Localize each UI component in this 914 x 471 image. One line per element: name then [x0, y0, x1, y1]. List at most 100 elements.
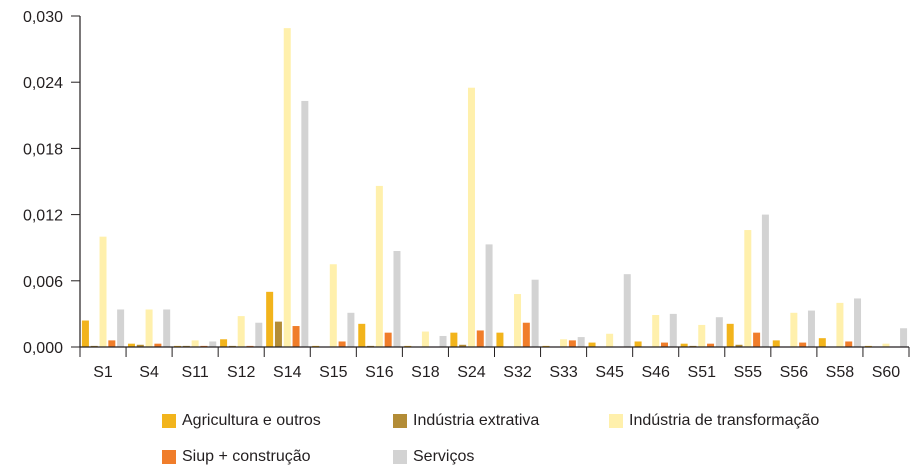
bar-s4-series-0 [127, 343, 135, 347]
x-tick-label: S46 [641, 364, 670, 381]
bar-s56-series-4 [807, 310, 815, 347]
bar-s56-series-0 [772, 340, 780, 347]
bar-s14-series-0 [266, 291, 274, 347]
bar-s32-series-4 [531, 279, 539, 347]
bar-s51-series-2 [698, 324, 706, 347]
legend-item-servicos: Serviços [393, 448, 474, 466]
legend-label: Siup + construção [182, 448, 311, 465]
bar-s46-series-0 [634, 341, 642, 347]
bar-s46-series-4 [669, 313, 677, 347]
x-tick-label: S18 [411, 364, 440, 381]
bar-s51-series-4 [715, 317, 723, 347]
bar-s56-series-2 [790, 312, 798, 347]
bar-s1-series-0 [81, 320, 89, 347]
bar-s33-series-2 [560, 339, 568, 347]
bar-s60-series-2 [882, 343, 890, 347]
x-tick-label: S45 [595, 364, 624, 381]
x-tick-label: S55 [734, 364, 763, 381]
legend-item-industria-extrativa: Indústria extrativa [393, 412, 539, 430]
legend-item-siup-construcao: Siup + construção [162, 448, 311, 466]
bar-s58-series-3 [845, 341, 853, 347]
bar-s15-series-2 [329, 264, 337, 347]
y-axis-ticks: 0,000 0,006 0,012 0,018 0,024 0,030 [23, 9, 80, 357]
x-tick-label: S1 [93, 364, 113, 381]
x-tick-label: S12 [227, 364, 256, 381]
bar-s1-series-4 [117, 309, 125, 347]
legend-label: Serviços [413, 448, 475, 465]
bar-s15-series-4 [347, 312, 355, 347]
bar-s55-series-3 [753, 332, 761, 347]
bar-s4-series-3 [154, 343, 162, 347]
bar-s56-series-3 [799, 342, 807, 347]
bar-s24-series-0 [450, 332, 458, 347]
x-tick-label: S24 [457, 364, 486, 381]
bar-s33-series-4 [577, 337, 585, 347]
bar-s32-series-2 [514, 294, 522, 347]
bar-s18-series-4 [439, 335, 447, 347]
bar-s14-series-1 [274, 321, 282, 347]
bar-s46-series-3 [660, 342, 668, 347]
bar-s4-series-4 [163, 309, 171, 347]
legend-label: Agricultura e outros [182, 412, 321, 429]
y-tick-label: 0,024 [23, 75, 63, 92]
bar-s18-series-2 [421, 331, 429, 347]
bar-s14-series-2 [283, 28, 291, 348]
x-tick-label: S33 [549, 364, 578, 381]
x-tick-label: S51 [688, 364, 717, 381]
bar-s1-series-3 [108, 340, 116, 347]
bar-s24-series-3 [476, 330, 484, 347]
bar-s51-series-0 [680, 343, 688, 347]
bar-s58-series-0 [818, 338, 826, 347]
y-tick-label: 0,030 [23, 9, 63, 26]
bar-s58-series-4 [854, 298, 862, 347]
legend-swatch [162, 450, 176, 464]
bar-s32-series-0 [496, 332, 504, 347]
bar-s16-series-2 [375, 185, 383, 347]
bar-s55-series-0 [726, 323, 734, 347]
x-axis-ticks: S1 S4 S11 S12 S14 S15 S16 S18 S24 S32 S33 S45 S46 S51… [79, 347, 910, 381]
bar-s24-series-2 [467, 87, 475, 347]
y-tick-label: 0,018 [23, 141, 63, 158]
bar-marks [81, 28, 908, 348]
legend-swatch [393, 414, 407, 428]
bar-s11-series-2 [191, 340, 199, 347]
bar-s1-series-2 [99, 236, 107, 347]
bar-s16-series-3 [384, 332, 392, 347]
axes [79, 16, 909, 348]
x-tick-label: S32 [503, 364, 532, 381]
bar-s51-series-3 [707, 343, 715, 347]
bar-s15-series-3 [338, 341, 346, 347]
bar-s45-series-4 [623, 274, 631, 347]
bar-s16-series-0 [358, 323, 366, 347]
bar-s12-series-0 [220, 339, 228, 347]
bar-s45-series-0 [588, 342, 596, 347]
y-tick-label: 0,000 [23, 340, 63, 357]
bar-s55-series-1 [735, 344, 743, 347]
legend-swatch [609, 414, 623, 428]
bar-s12-series-2 [237, 316, 245, 347]
legend-swatch [393, 450, 407, 464]
bar-s16-series-4 [393, 251, 401, 347]
bar-s60-series-4 [900, 328, 908, 347]
x-tick-label: S15 [319, 364, 348, 381]
bar-s55-series-4 [761, 214, 769, 347]
bar-s45-series-2 [606, 333, 614, 347]
bar-s32-series-3 [522, 322, 530, 347]
bar-s24-series-4 [485, 244, 493, 347]
legend-label: Indústria de transformação [629, 412, 820, 429]
bar-s14-series-3 [292, 326, 300, 347]
x-tick-label: S58 [826, 364, 855, 381]
legend-item-agricultura: Agricultura e outros [162, 412, 321, 430]
x-tick-label: S14 [273, 364, 302, 381]
bar-s4-series-2 [145, 309, 153, 347]
x-tick-label: S11 [181, 364, 208, 381]
y-tick-label: 0,012 [23, 208, 63, 225]
x-tick-label: S4 [139, 364, 159, 381]
bar-s12-series-4 [255, 322, 263, 347]
x-tick-label: S56 [780, 364, 809, 381]
bar-s14-series-4 [301, 100, 309, 347]
bar-s24-series-1 [459, 344, 467, 347]
legend-label: Indústria extrativa [413, 412, 540, 429]
bar-s58-series-2 [836, 302, 844, 347]
